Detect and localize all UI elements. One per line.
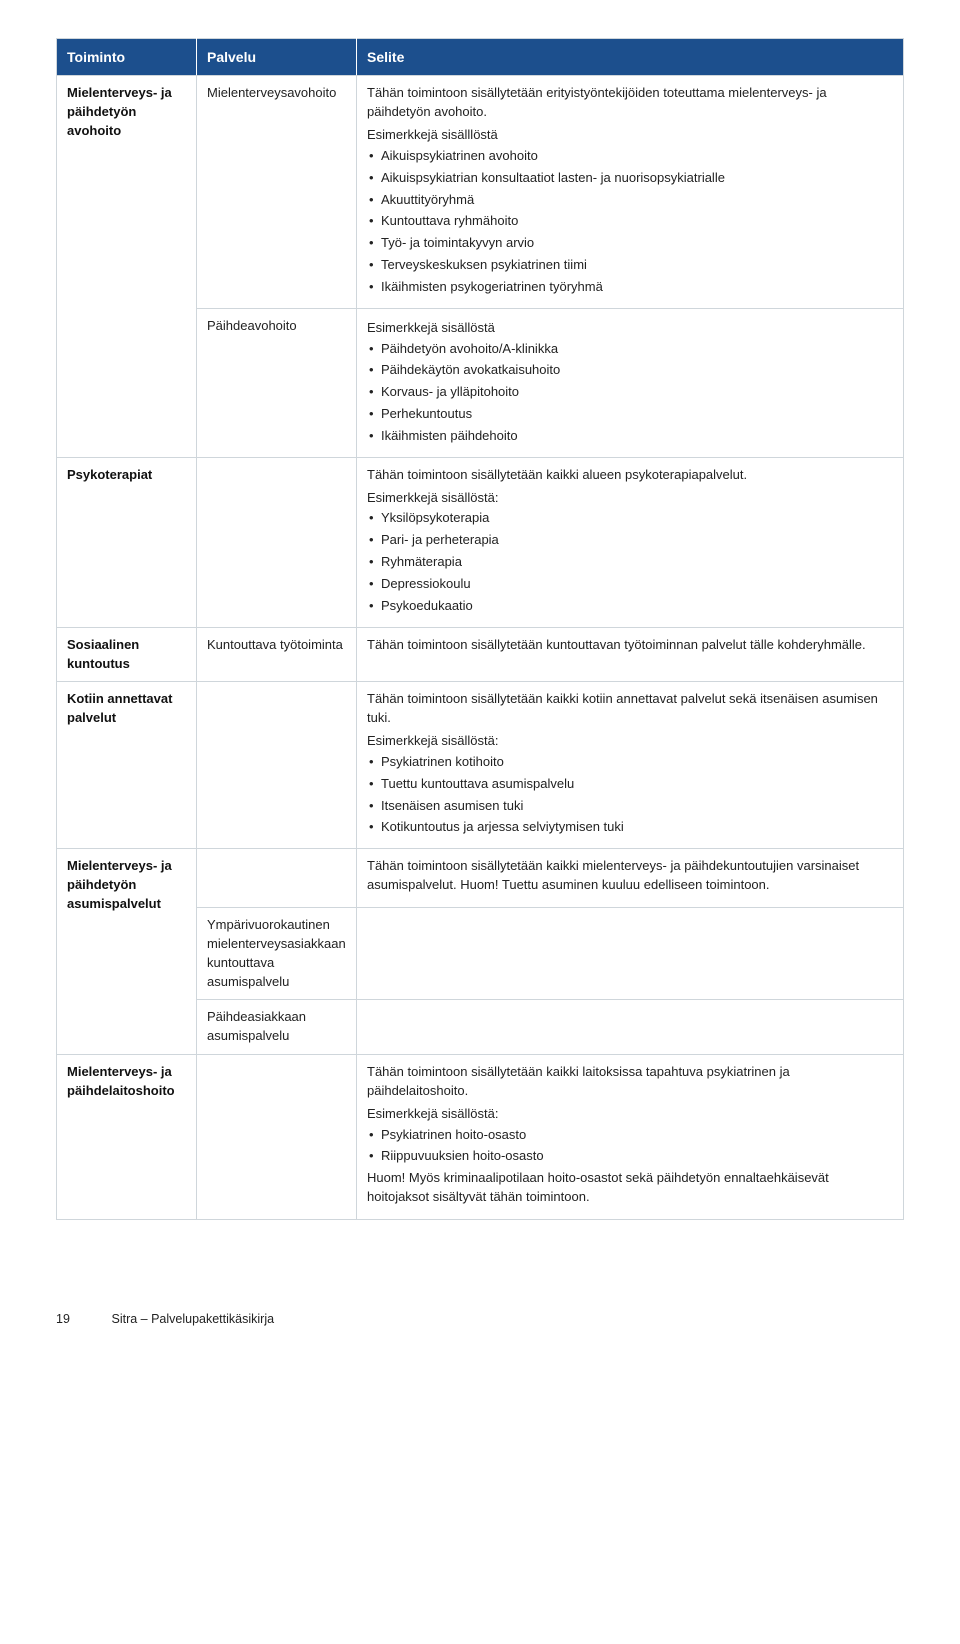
func-cell: Mielenterveys- ja päihdetyön asumispalve… [57, 849, 197, 1055]
table-row: Mielenterveys- ja päihdelaitoshoito Tähän… [57, 1055, 904, 1220]
desc-intro: Tähän toimintoon sisällytetään erityisty… [367, 84, 893, 122]
desc-subhead: Esimerkkejä sisällöstä: [367, 489, 893, 508]
desc-cell: Tähän toimintoon sisällytetään kaikki ko… [357, 682, 904, 849]
table-row: Kotiin annettavat palvelut Tähän toiminto… [57, 682, 904, 849]
desc-list: Aikuispsykiatrinen avohoito Aikuispsykiat… [367, 147, 893, 297]
func-cell: Kotiin annettavat palvelut [57, 682, 197, 849]
list-item: Aikuispsykiatrinen avohoito [367, 147, 893, 166]
desc-list: Päihdetyön avohoito/A-klinikka Päihdekäyt… [367, 340, 893, 446]
desc-cell: Tähän toimintoon sisällytetään kaikki la… [357, 1055, 904, 1220]
func-cell: Psykoterapiat [57, 457, 197, 627]
page-footer: 19 Sitra – Palvelupakettikäsikirja [56, 1310, 904, 1328]
desc-intro: Tähän toimintoon sisällytetään kaikki la… [367, 1063, 893, 1101]
page-number: 19 [56, 1310, 108, 1328]
list-item: Akuuttityöryhmä [367, 191, 893, 210]
desc-list: Psykiatrinen kotihoito Tuettu kuntouttava… [367, 753, 893, 837]
list-item: Korvaus- ja ylläpitohoito [367, 383, 893, 402]
desc-subhead: Esimerkkejä sisällöstä: [367, 732, 893, 751]
table-row: Psykoterapiat Tähän toimintoon sisällytet… [57, 457, 904, 627]
table-row: Sosiaalinen kuntoutusKuntouttava työtoim… [57, 627, 904, 682]
list-item: Työ- ja toimintakyvyn arvio [367, 234, 893, 253]
desc-subhead: Esimerkkejä sisällöstä [367, 319, 893, 338]
list-item: Päihdekäytön avokatkaisuhoito [367, 361, 893, 380]
list-item: Pari- ja perheterapia [367, 531, 893, 550]
func-cell: Mielenterveys- ja päihdelaitoshoito [57, 1055, 197, 1220]
list-item: Ryhmäterapia [367, 553, 893, 572]
list-item: Psykoedukaatio [367, 597, 893, 616]
list-item: Depressiokoulu [367, 575, 893, 594]
func-cell: Mielenterveys- ja päihdetyön avohoito [57, 76, 197, 458]
list-item: Päihdetyön avohoito/A-klinikka [367, 340, 893, 359]
desc-intro: Tähän toimintoon sisällytetään kaikki mi… [367, 857, 893, 895]
service-table: Toiminto Palvelu Selite Mielenterveys- j… [56, 38, 904, 1220]
desc-cell: Tähän toimintoon sisällytetään kaikki al… [357, 457, 904, 627]
desc-intro: Tähän toimintoon sisällytetään kaikki al… [367, 466, 893, 485]
desc-cell: Tähän toimintoon sisällytetään erityisty… [357, 76, 904, 308]
list-item: Perhekuntoutus [367, 405, 893, 424]
desc-list: Psykiatrinen hoito-osasto Riippuvuuksien … [367, 1126, 893, 1167]
table-header-row: Toiminto Palvelu Selite [57, 39, 904, 76]
list-item: Tuettu kuntouttava asumispalvelu [367, 775, 893, 794]
list-item: Psykiatrinen kotihoito [367, 753, 893, 772]
service-cell: Päihdeavohoito [197, 308, 357, 457]
desc-subhead: Esimerkkejä sisälllöstä [367, 126, 893, 145]
table-row: Mielenterveys- ja päihdetyön asumispalve… [57, 849, 904, 908]
list-item: Ikäihmisten psykogeriatrinen työryhmä [367, 278, 893, 297]
table-row: Mielenterveys- ja päihdetyön avohoitoMie… [57, 76, 904, 308]
desc-cell: Tähän toimintoon sisällytetään kuntoutta… [357, 627, 904, 682]
list-item: Psykiatrinen hoito-osasto [367, 1126, 893, 1145]
list-item: Terveyskeskuksen psykiatrinen tiimi [367, 256, 893, 275]
desc-outro: Huom! Myös kriminaalipotilaan hoito-osas… [367, 1169, 893, 1207]
service-cell [197, 849, 357, 908]
service-cell [197, 682, 357, 849]
desc-intro: Tähän toimintoon sisällytetään kaikki ko… [367, 690, 893, 728]
desc-cell: Tähän toimintoon sisällytetään kaikki mi… [357, 849, 904, 908]
desc-intro: Tähän toimintoon sisällytetään kuntoutta… [367, 636, 893, 655]
service-cell: Ympärivuorokautinen mielenterveysasiakka… [197, 907, 357, 999]
list-item: Riippuvuuksien hoito-osasto [367, 1147, 893, 1166]
service-cell: Päihdeasiakkaan asumispalvelu [197, 1000, 357, 1055]
list-item: Ikäihmisten päihdehoito [367, 427, 893, 446]
desc-subhead: Esimerkkejä sisällöstä: [367, 1105, 893, 1124]
desc-cell [357, 1000, 904, 1055]
desc-cell: Esimerkkejä sisällöstä Päihdetyön avohoit… [357, 308, 904, 457]
service-cell [197, 457, 357, 627]
list-item: Kotikuntoutus ja arjessa selviytymisen t… [367, 818, 893, 837]
list-item: Yksilöpsykoterapia [367, 509, 893, 528]
service-cell: Kuntouttava työtoiminta [197, 627, 357, 682]
header-toiminto: Toiminto [57, 39, 197, 76]
desc-list: Yksilöpsykoterapia Pari- ja perheterapia R… [367, 509, 893, 615]
func-cell: Sosiaalinen kuntoutus [57, 627, 197, 682]
list-item: Aikuispsykiatrian konsultaatiot lasten- … [367, 169, 893, 188]
service-cell [197, 1055, 357, 1220]
list-item: Kuntouttava ryhmähoito [367, 212, 893, 231]
list-item: Itsenäisen asumisen tuki [367, 797, 893, 816]
service-cell: Mielenterveysavohoito [197, 76, 357, 308]
header-selite: Selite [357, 39, 904, 76]
footer-title: Sitra – Palvelupakettikäsikirja [111, 1312, 274, 1326]
desc-cell [357, 907, 904, 999]
header-palvelu: Palvelu [197, 39, 357, 76]
